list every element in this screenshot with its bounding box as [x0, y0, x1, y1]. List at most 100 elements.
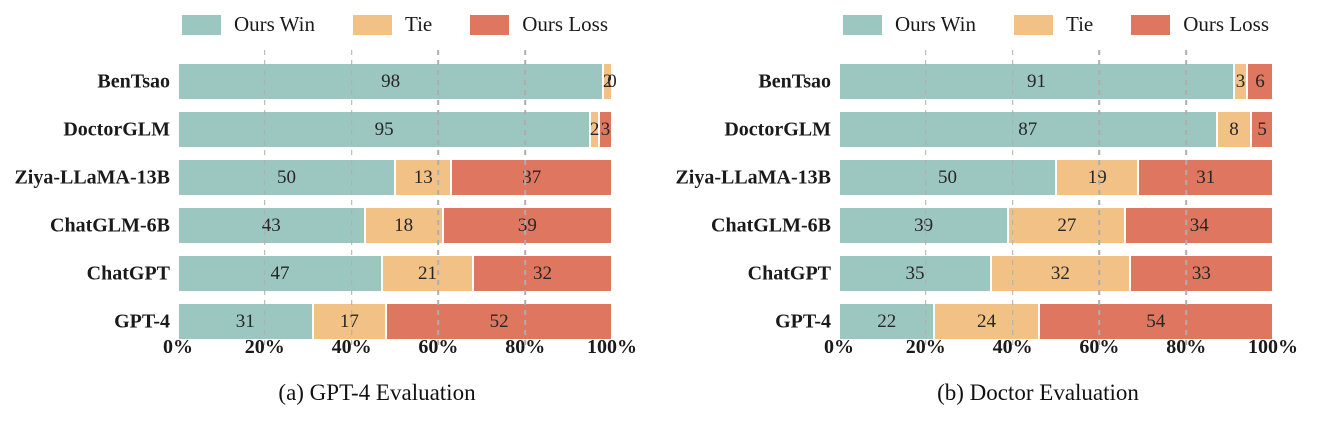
bar-value-label: 54 — [1146, 310, 1166, 332]
x-tick-label: 20% — [244, 336, 285, 358]
bar-value-label: 34 — [1189, 214, 1209, 236]
bar-segment-tie: 2 — [603, 63, 612, 100]
bar-value-label: 24 — [977, 310, 997, 332]
bar-segment-tie: 32 — [990, 255, 1130, 292]
bar-segment-tie: 17 — [312, 303, 387, 340]
bar-row-bentsao: BenTsao 98 2 0 — [97, 63, 617, 100]
bar-value-label: 87 — [1018, 118, 1038, 140]
bar-value-label: 27 — [1057, 214, 1077, 236]
bar-row-chatgpt: ChatGPT 35 32 33 — [748, 255, 1273, 292]
bar-row-doctorglm: DoctorGLM 87 8 5 — [724, 111, 1273, 148]
bar-value-label: 95 — [374, 118, 394, 140]
bar-segment-tie: 18 — [364, 207, 443, 244]
x-tick-label: 100% — [1248, 336, 1298, 358]
category-label: GPT-4 — [775, 310, 831, 332]
x-tick-label: 100% — [587, 336, 637, 358]
bar-value-label: 35 — [905, 262, 925, 284]
category-label: BenTsao — [97, 70, 170, 92]
bar-value-label: 32 — [533, 262, 553, 284]
bar-segment-tie: 2 — [590, 111, 599, 148]
legend-label-ours-loss: Ours Loss — [522, 12, 609, 36]
bar-value-label: 50 — [277, 166, 296, 188]
bar-row-ziya-llama-13b: Ziya-LLaMA-13B 50 13 37 — [14, 159, 612, 196]
x-tick-label: 0% — [824, 336, 854, 358]
legend: Ours Win Tie Ours Loss — [178, 12, 612, 37]
bar-value-label: 2 — [589, 118, 600, 140]
bar-segment-ours-win: 47 — [178, 255, 382, 292]
bar-segment-ours-win: 50 — [178, 159, 395, 196]
bar-value-label: 32 — [1050, 262, 1070, 284]
x-tick-label: 40% — [992, 336, 1033, 358]
category-label: DoctorGLM — [724, 118, 831, 140]
category-label: Ziya-LLaMA-13B — [675, 166, 831, 188]
bar-value-label: 31 — [235, 310, 255, 332]
bar-row-ziya-llama-13b: Ziya-LLaMA-13B 50 19 31 — [675, 159, 1273, 196]
chart-caption-b: (b) Doctor Evaluation — [937, 380, 1139, 405]
bar-value-label: 33 — [1191, 262, 1211, 284]
x-tick-label: 60% — [418, 336, 459, 358]
category-label: DoctorGLM — [63, 118, 170, 140]
bar-segment-ours-loss: 52 — [386, 303, 612, 340]
category-label: ChatGPT — [747, 262, 831, 284]
bar-value-label: 19 — [1087, 166, 1107, 188]
legend-label-ours-win: Ours Win — [894, 12, 976, 36]
bar-value-label: 52 — [489, 310, 509, 332]
ours-win-swatch-icon — [181, 14, 221, 35]
bar-value-label: 13 — [413, 166, 433, 188]
bar-segment-ours-win: 95 — [178, 111, 591, 148]
bar-segment-tie: 8 — [1216, 111, 1252, 148]
legend-item-tie: Tie — [353, 12, 432, 37]
bar-segment-ours-win: 50 — [839, 159, 1056, 196]
x-tick-label: 20% — [905, 336, 946, 358]
bar-segment-ours-win: 43 — [178, 207, 365, 244]
bar-segment-ours-win: 35 — [839, 255, 991, 292]
bar-segment-ours-win: 22 — [839, 303, 935, 340]
bar-value-label: 21 — [418, 262, 438, 284]
x-tick-label: 0% — [163, 336, 193, 358]
bar-value-label: 3 — [600, 118, 611, 140]
bar-segment-ours-loss: 31 — [1138, 159, 1273, 196]
ours-loss-swatch-icon — [470, 14, 510, 35]
bar-segment-tie: 24 — [934, 303, 1039, 340]
bar-segment-tie: 21 — [381, 255, 474, 292]
bar-segment-ours-loss: 3 — [598, 111, 612, 148]
bar-segment-ours-win: 31 — [178, 303, 313, 340]
bar-segment-tie: 13 — [395, 159, 452, 196]
bar-segment-ours-loss: 6 — [1246, 63, 1273, 100]
bar-row-chatglm-6b: ChatGLM-6B 39 27 34 — [711, 207, 1273, 244]
bar-value-label: 31 — [1196, 166, 1216, 188]
bar-value-label: 47 — [270, 262, 290, 284]
tie-swatch-icon — [1014, 14, 1053, 35]
x-tick-label: 80% — [505, 336, 546, 358]
tie-swatch-icon — [353, 14, 392, 35]
bar-value-label: 18 — [394, 214, 414, 236]
legend: Ours Win Tie Ours Loss — [839, 12, 1273, 37]
bar-segment-ours-loss: 37 — [451, 159, 612, 196]
bar-segment-ours-win: 98 — [178, 63, 604, 100]
legend-label-ours-loss: Ours Loss — [1183, 12, 1270, 36]
bar-value-label: 8 — [1229, 118, 1239, 140]
bar-value-label: 98 — [381, 70, 401, 92]
bar-value-label: 3 — [1235, 70, 1246, 92]
bar-row-doctorglm: DoctorGLM 95 2 3 — [63, 111, 612, 148]
bar-segment-ours-loss: 34 — [1125, 207, 1273, 244]
bar-value-label: 39 — [914, 214, 934, 236]
ours-win-swatch-icon — [842, 14, 882, 35]
bar-row-chatgpt: ChatGPT 47 21 32 — [87, 255, 612, 292]
bar-value-label: 5 — [1257, 118, 1267, 140]
legend-item-ours-loss: Ours Loss — [1131, 12, 1269, 37]
chart-panel-doctor-evaluation: Ours Win Tie Ours Loss BenTsao 91 3 6 Doctor… — [661, 0, 1322, 435]
category-label: ChatGLM-6B — [711, 214, 831, 236]
category-label: Ziya-LLaMA-13B — [14, 166, 170, 188]
bar-value-label: 17 — [339, 310, 359, 332]
bar-segment-ours-loss: 54 — [1038, 303, 1273, 340]
legend-label-ours-win: Ours Win — [233, 12, 315, 36]
ours-loss-swatch-icon — [1131, 14, 1171, 35]
category-label: GPT-4 — [114, 310, 170, 332]
bar-segment-ours-loss: 32 — [473, 255, 612, 292]
bar-value-label: 39 — [517, 214, 537, 236]
bar-value-label: 22 — [877, 310, 897, 332]
bar-segment-ours-loss: 39 — [442, 207, 612, 244]
bar-value-label: 43 — [261, 214, 281, 236]
